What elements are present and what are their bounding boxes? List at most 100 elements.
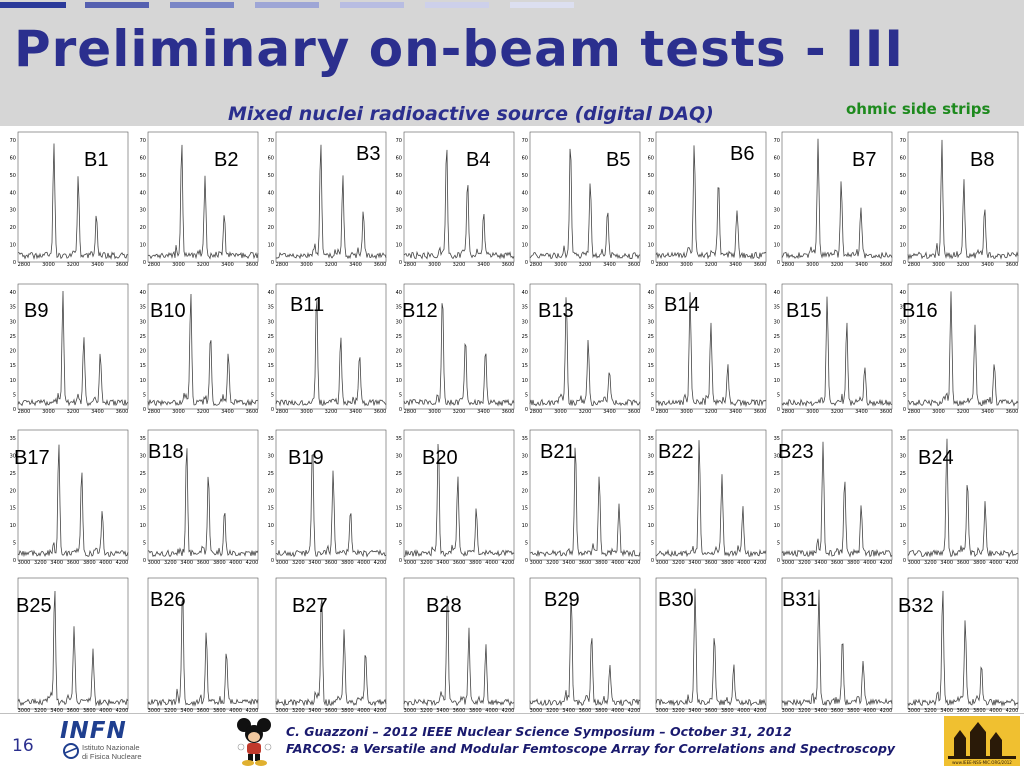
x-tick-label: 4000 bbox=[485, 560, 498, 566]
y-tick-label: 30 bbox=[900, 208, 906, 214]
y-tick-label: 35 bbox=[140, 436, 146, 442]
y-tick-label: 5 bbox=[651, 541, 654, 547]
y-tick-label: 15 bbox=[396, 506, 402, 512]
y-tick-label: 40 bbox=[522, 290, 528, 296]
x-tick-label: 3600 bbox=[67, 560, 80, 566]
spectrum-trace bbox=[147, 144, 259, 260]
header-band bbox=[0, 0, 1024, 126]
y-tick-label: 35 bbox=[522, 305, 528, 311]
x-tick-label: 3000 bbox=[42, 409, 55, 415]
x-tick-label: 3400 bbox=[688, 560, 701, 566]
spectrum-trace bbox=[655, 588, 767, 707]
x-tick-label: 3200 bbox=[164, 708, 177, 714]
spectrum-trace bbox=[147, 293, 259, 407]
x-tick-label: 3400 bbox=[814, 560, 827, 566]
x-tick-label: 4200 bbox=[246, 708, 259, 714]
y-tick-label: 0 bbox=[903, 407, 906, 413]
y-tick-label: 0 bbox=[399, 407, 402, 413]
x-tick-label: 3000 bbox=[18, 708, 31, 714]
y-tick-label: 10 bbox=[140, 523, 146, 529]
y-tick-label: 25 bbox=[268, 334, 274, 340]
y-tick-label: 40 bbox=[522, 190, 528, 196]
y-tick-label: 25 bbox=[396, 471, 402, 477]
y-tick-label: 50 bbox=[268, 173, 274, 179]
y-tick-label: 35 bbox=[268, 436, 274, 442]
y-tick-label: 70 bbox=[268, 138, 274, 144]
x-tick-label: 4000 bbox=[989, 708, 1002, 714]
spectrum-panel: 0 10 20 30 40 50 60 70 2800 3000 3200 3400 3600 B6 bbox=[648, 131, 767, 268]
y-tick-label: 30 bbox=[396, 453, 402, 459]
infn-logo-word: INFN bbox=[60, 718, 127, 744]
panel-label: B6 bbox=[730, 143, 754, 165]
y-tick-label: 5 bbox=[143, 541, 146, 547]
y-tick-label: 5 bbox=[13, 541, 16, 547]
y-tick-label: 30 bbox=[140, 208, 146, 214]
y-tick-label: 10 bbox=[774, 523, 780, 529]
x-tick-label: 4200 bbox=[116, 708, 129, 714]
plot-frame bbox=[781, 283, 893, 410]
y-tick-label: 60 bbox=[140, 155, 146, 161]
spectrum-panel: 0 5 10 15 20 25 30 35 40 2800 3000 3200 3400 3600 B11 bbox=[268, 283, 386, 415]
y-tick-label: 20 bbox=[774, 349, 780, 355]
y-tick-label: 10 bbox=[774, 378, 780, 384]
y-tick-label: 20 bbox=[648, 225, 654, 231]
y-tick-label: 0 bbox=[651, 407, 654, 413]
y-tick-label: 10 bbox=[268, 378, 274, 384]
y-tick-label: 15 bbox=[774, 363, 780, 369]
y-tick-label: 35 bbox=[268, 305, 274, 311]
spectrum-panel: 0 5 10 15 20 25 30 35 3000 3200 3400 3600 3800 4000 42… bbox=[648, 429, 767, 566]
spectrum-panel: 0 5 10 15 20 25 30 35 40 2800 3000 3200 3400 3600 B15 bbox=[774, 283, 893, 415]
plot-frame bbox=[655, 131, 767, 263]
y-tick-label: 0 bbox=[13, 558, 16, 564]
y-tick-label: 0 bbox=[903, 558, 906, 564]
y-tick-label: 25 bbox=[268, 471, 274, 477]
x-tick-label: 3400 bbox=[221, 409, 234, 415]
panel-label: B32 bbox=[898, 595, 934, 617]
slide-title: Preliminary on-beam tests - III bbox=[14, 20, 904, 78]
y-tick-label: 30 bbox=[522, 453, 528, 459]
conference-badge-icon: www.IEEE-NSS-MIC.ORG/2012 bbox=[944, 716, 1020, 766]
plot-frame bbox=[907, 283, 1019, 410]
y-tick-label: 10 bbox=[10, 378, 16, 384]
y-tick-label: 15 bbox=[268, 506, 274, 512]
y-tick-label: 15 bbox=[522, 506, 528, 512]
y-tick-label: 5 bbox=[777, 392, 780, 398]
x-tick-label: 3600 bbox=[453, 560, 466, 566]
x-tick-label: 3000 bbox=[656, 560, 669, 566]
x-tick-label: 3000 bbox=[300, 262, 313, 268]
x-tick-label: 3800 bbox=[213, 708, 226, 714]
y-tick-label: 10 bbox=[774, 243, 780, 249]
infn-logo: INFN Istituto Nazionale di Fisica Nuclea… bbox=[60, 718, 176, 764]
x-tick-label: 4200 bbox=[628, 560, 641, 566]
x-tick-label: 3400 bbox=[436, 560, 449, 566]
spectrum-panel: 3000 3200 3400 3600 3800 4000 4200 B28 bbox=[403, 577, 515, 714]
x-tick-label: 3000 bbox=[18, 560, 31, 566]
y-tick-label: 50 bbox=[10, 173, 16, 179]
x-tick-label: 3600 bbox=[831, 708, 844, 714]
x-tick-label: 3000 bbox=[530, 560, 543, 566]
spectrum-trace bbox=[907, 291, 1019, 407]
x-tick-label: 4200 bbox=[880, 708, 893, 714]
x-tick-label: 3200 bbox=[546, 560, 559, 566]
y-tick-label: 40 bbox=[648, 290, 654, 296]
spectrum-trace bbox=[403, 595, 515, 707]
y-tick-label: 60 bbox=[10, 155, 16, 161]
y-tick-label: 5 bbox=[13, 392, 16, 398]
panel-label: B2 bbox=[214, 149, 238, 171]
x-tick-label: 4000 bbox=[357, 708, 370, 714]
y-tick-label: 50 bbox=[140, 173, 146, 179]
x-tick-label: 3400 bbox=[180, 560, 193, 566]
x-tick-label: 3000 bbox=[932, 409, 945, 415]
y-tick-label: 0 bbox=[143, 260, 146, 266]
x-tick-label: 4200 bbox=[1006, 560, 1019, 566]
y-tick-label: 20 bbox=[648, 349, 654, 355]
x-tick-label: 3600 bbox=[1006, 409, 1019, 415]
x-tick-label: 2800 bbox=[404, 262, 417, 268]
x-tick-label: 4200 bbox=[374, 560, 387, 566]
y-tick-label: 70 bbox=[396, 138, 402, 144]
spectrum-trace bbox=[275, 598, 387, 707]
y-tick-label: 10 bbox=[396, 243, 402, 249]
y-tick-label: 20 bbox=[522, 488, 528, 494]
spectrum-trace bbox=[529, 297, 641, 407]
y-tick-label: 20 bbox=[268, 225, 274, 231]
